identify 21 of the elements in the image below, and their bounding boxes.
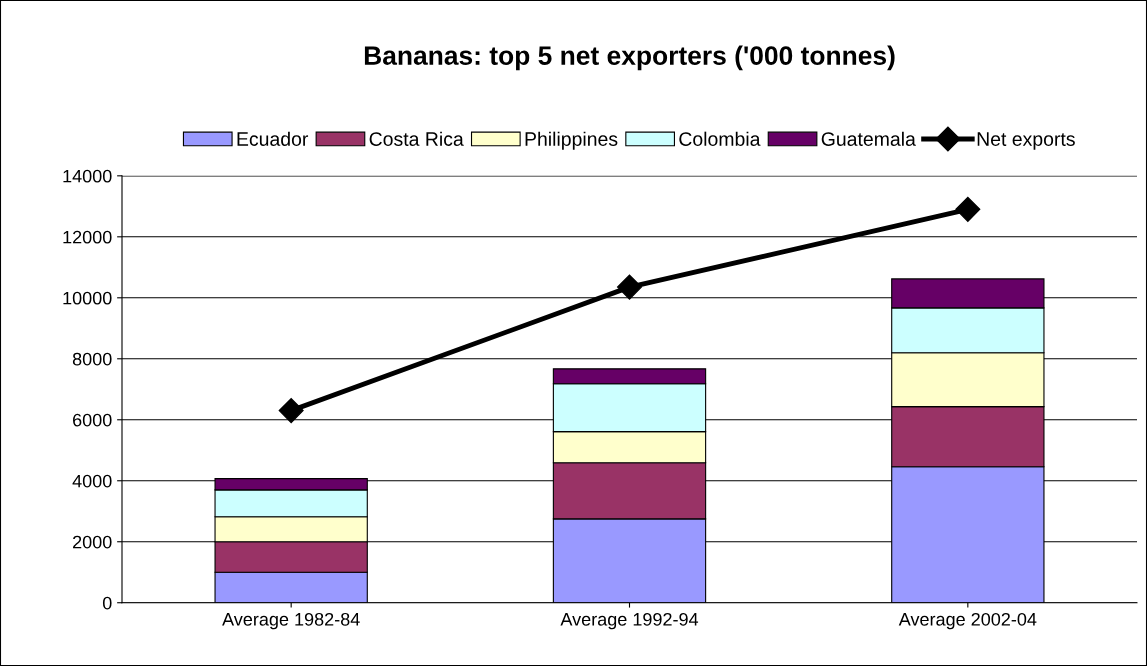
legend-label: Net exports <box>977 132 1075 150</box>
legend-label: Colombia <box>679 131 761 146</box>
legend-label: Philippines <box>525 131 618 150</box>
chart-title: Bananas: top 5 net exporters ('000 tonnes) <box>364 45 895 71</box>
legend-label: Guatemala <box>821 131 916 146</box>
y-tick-label: 14000 <box>63 169 112 183</box>
point <box>955 196 981 222</box>
y-tick-label: 12000 <box>63 230 112 244</box>
y-tick-label: 4000 <box>72 474 112 488</box>
point <box>617 274 642 300</box>
y-tick-label: 2000 <box>73 535 112 549</box>
x-tick-label: Average 1982-84 <box>222 612 360 630</box>
point <box>278 398 304 424</box>
y-tick-label: 8000 <box>72 352 112 366</box>
y-tick-label: 6000 <box>73 413 112 427</box>
y-tick-label: 10000 <box>63 291 112 305</box>
y-tick-label: 0 <box>102 596 112 610</box>
legend-label: Costa Rica <box>369 131 464 146</box>
legend-label: Ecuador <box>237 131 309 146</box>
x-tick-label: Average 1992-94 <box>560 612 699 630</box>
x-tick-label: Average 2002-04 <box>898 612 1037 630</box>
